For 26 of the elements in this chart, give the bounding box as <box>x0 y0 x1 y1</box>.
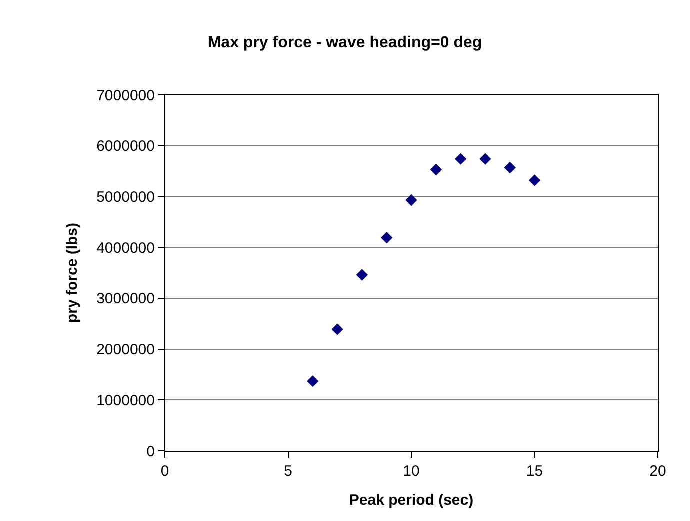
point <box>406 194 418 206</box>
x-tick-label: 5 <box>284 463 292 480</box>
x-tick-label: 10 <box>403 463 420 480</box>
x-tick-label: 0 <box>160 463 170 480</box>
x-axis-title: Peak period (sec) <box>349 492 474 509</box>
chart-title: Max pry force - wave heading=0 deg <box>208 34 482 52</box>
y-tick-label: 3000000 <box>96 290 155 308</box>
y-tick-label: 2000000 <box>96 342 155 359</box>
point <box>528 174 541 186</box>
y-tick-label: 6000000 <box>96 138 155 156</box>
y-axis-title: pry force (lbs) <box>64 222 81 324</box>
y-tick-label: 7000000 <box>96 87 155 104</box>
x-tick-label: 15 <box>526 463 544 480</box>
x-tick-label: 20 <box>650 463 666 480</box>
y-tick-label: 1000000 <box>96 392 155 410</box>
y-tick-label: 4000000 <box>96 240 155 257</box>
point <box>332 324 344 336</box>
point <box>454 153 467 165</box>
point <box>430 164 442 176</box>
y-tick-label: 0 <box>146 443 155 460</box>
y-tick-label: 5000000 <box>96 188 155 206</box>
point <box>480 153 492 165</box>
point <box>356 269 368 281</box>
point <box>504 162 516 174</box>
point <box>381 232 393 244</box>
point <box>307 375 319 388</box>
